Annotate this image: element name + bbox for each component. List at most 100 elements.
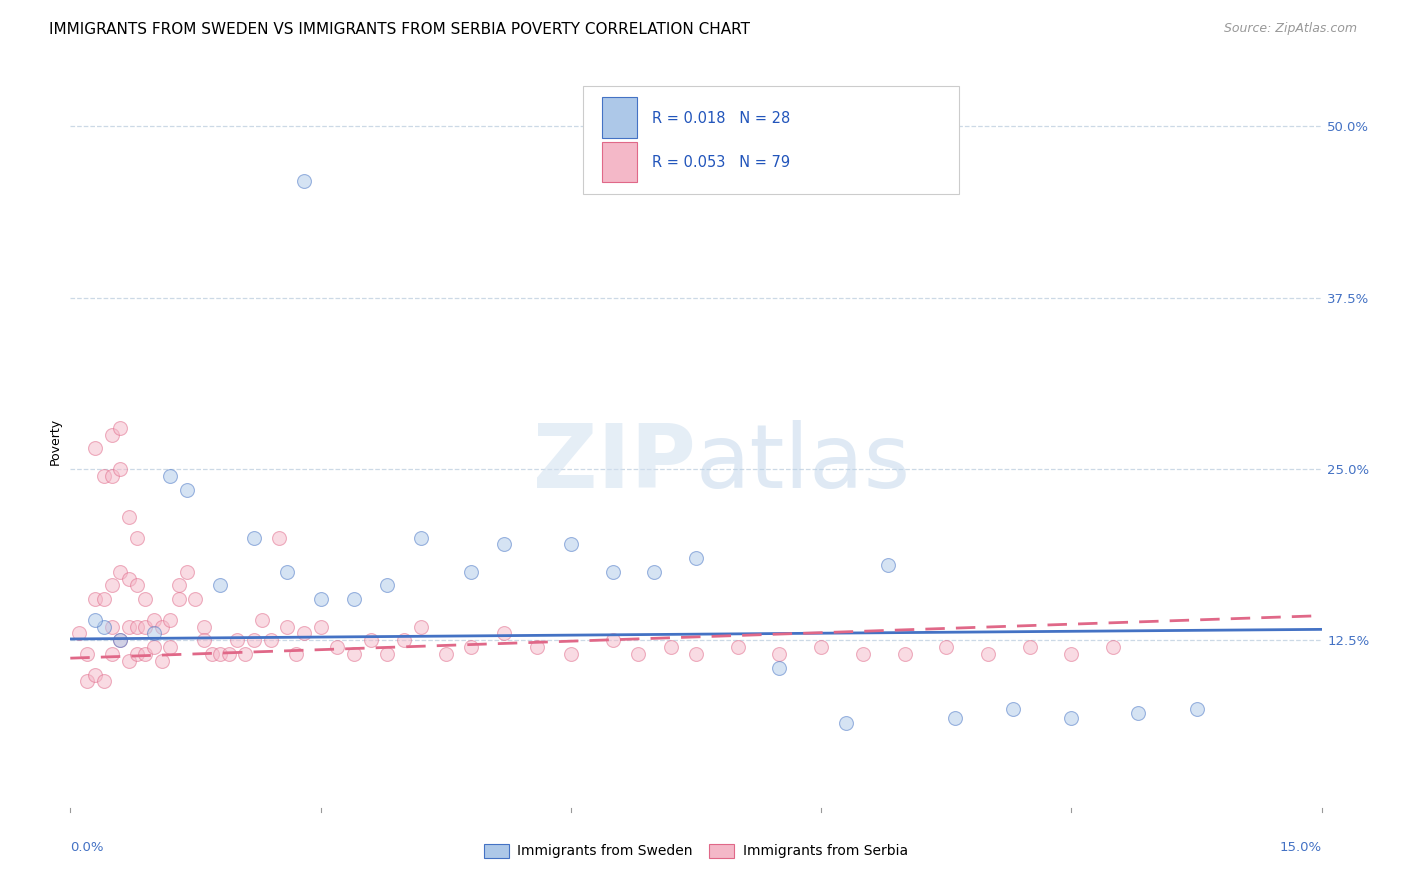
Point — [118, 510, 141, 524]
Point — [685, 551, 707, 566]
Point — [276, 565, 298, 579]
Point — [560, 647, 582, 661]
Point — [118, 619, 141, 633]
Point — [243, 531, 266, 545]
Point — [250, 613, 273, 627]
Point — [276, 619, 298, 633]
Point — [852, 647, 875, 661]
Text: R = 0.053   N = 79: R = 0.053 N = 79 — [652, 155, 790, 169]
Point — [226, 633, 249, 648]
Point — [835, 715, 858, 730]
Point — [142, 613, 165, 627]
Point — [134, 619, 156, 633]
Point — [125, 531, 148, 545]
Point — [460, 640, 482, 655]
Point — [893, 647, 915, 661]
Y-axis label: Poverty: Poverty — [49, 418, 62, 465]
Point — [159, 640, 181, 655]
Point — [235, 647, 257, 661]
Text: 15.0%: 15.0% — [1279, 841, 1322, 855]
Point — [876, 558, 898, 572]
Point — [768, 661, 790, 675]
Text: R = 0.018   N = 28: R = 0.018 N = 28 — [652, 111, 790, 126]
FancyBboxPatch shape — [583, 87, 959, 194]
Point — [209, 578, 232, 592]
Text: Source: ZipAtlas.com: Source: ZipAtlas.com — [1223, 22, 1357, 36]
Point — [101, 619, 124, 633]
Point — [150, 654, 173, 668]
Point — [943, 711, 966, 725]
Point — [125, 619, 148, 633]
Point — [142, 640, 165, 655]
Point — [93, 468, 115, 483]
Point — [409, 531, 432, 545]
Point — [494, 537, 516, 551]
Point — [434, 647, 457, 661]
FancyBboxPatch shape — [602, 142, 637, 183]
Point — [118, 654, 141, 668]
Point — [1060, 711, 1083, 725]
Point — [935, 640, 957, 655]
Point — [560, 537, 582, 551]
Point — [67, 626, 90, 640]
Point — [375, 578, 398, 592]
Point — [76, 647, 98, 661]
Point — [526, 640, 548, 655]
Point — [1185, 702, 1208, 716]
Point — [643, 565, 665, 579]
Point — [176, 483, 198, 497]
Point — [93, 674, 115, 689]
Point — [659, 640, 682, 655]
Point — [309, 592, 332, 607]
Point — [494, 626, 516, 640]
Point — [375, 647, 398, 661]
Legend: Immigrants from Sweden, Immigrants from Serbia: Immigrants from Sweden, Immigrants from … — [478, 838, 914, 864]
Point — [284, 647, 307, 661]
Point — [1126, 706, 1149, 720]
Point — [193, 633, 215, 648]
Point — [159, 468, 181, 483]
Point — [110, 633, 132, 648]
Point — [142, 626, 165, 640]
Point — [209, 647, 232, 661]
Point — [360, 633, 382, 648]
Point — [110, 462, 132, 476]
Point — [93, 592, 115, 607]
Text: 0.0%: 0.0% — [70, 841, 104, 855]
Point — [977, 647, 1000, 661]
Point — [727, 640, 749, 655]
Point — [93, 619, 115, 633]
Point — [768, 647, 790, 661]
Point — [343, 592, 366, 607]
Point — [101, 578, 124, 592]
Point — [243, 633, 266, 648]
Point — [84, 592, 107, 607]
Point — [176, 565, 198, 579]
Point — [76, 674, 98, 689]
Point — [1060, 647, 1083, 661]
FancyBboxPatch shape — [602, 97, 637, 138]
Point — [184, 592, 207, 607]
Point — [267, 531, 290, 545]
Text: IMMIGRANTS FROM SWEDEN VS IMMIGRANTS FROM SERBIA POVERTY CORRELATION CHART: IMMIGRANTS FROM SWEDEN VS IMMIGRANTS FRO… — [49, 22, 751, 37]
Point — [84, 442, 107, 456]
Point — [101, 427, 124, 442]
Point — [159, 613, 181, 627]
Point — [685, 647, 707, 661]
Point — [84, 667, 107, 681]
Text: atlas: atlas — [696, 420, 911, 508]
Point — [326, 640, 349, 655]
Point — [193, 619, 215, 633]
Point — [218, 647, 240, 661]
Point — [259, 633, 281, 648]
Point — [101, 468, 124, 483]
Point — [167, 592, 190, 607]
Point — [1018, 640, 1040, 655]
Point — [134, 592, 156, 607]
Point — [110, 565, 132, 579]
Point — [602, 633, 624, 648]
Point — [292, 174, 315, 188]
Point — [810, 640, 832, 655]
Point — [1001, 702, 1024, 716]
Point — [167, 578, 190, 592]
